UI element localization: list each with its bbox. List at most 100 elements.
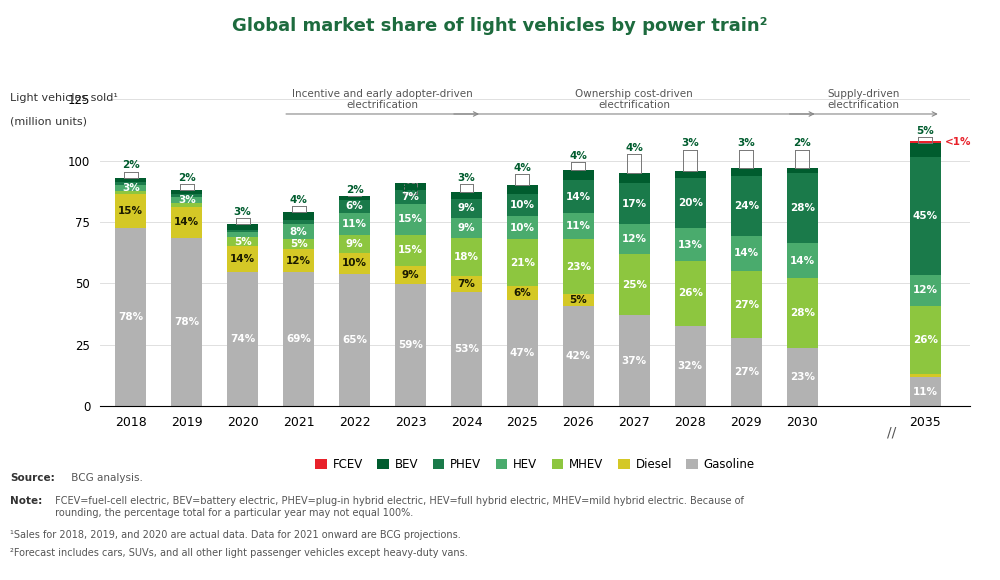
Bar: [227, 246, 258, 271]
Bar: [451, 192, 482, 199]
Bar: [339, 274, 370, 406]
Bar: [675, 229, 706, 261]
Bar: [507, 185, 538, 194]
Bar: [507, 287, 538, 300]
Bar: [619, 183, 650, 224]
Text: 7%: 7%: [402, 192, 419, 202]
Text: 14%: 14%: [230, 254, 255, 264]
Bar: [731, 271, 762, 338]
Text: 4%: 4%: [625, 143, 643, 153]
Bar: [563, 240, 594, 294]
Text: 3%: 3%: [402, 183, 419, 193]
Text: 7%: 7%: [458, 279, 475, 289]
Bar: [910, 275, 941, 306]
Text: 6%: 6%: [514, 288, 531, 298]
Bar: [171, 194, 202, 197]
Bar: [227, 237, 258, 246]
Bar: [619, 315, 650, 406]
Bar: [731, 338, 762, 406]
Text: Note:: Note:: [10, 496, 42, 506]
Bar: [115, 194, 146, 228]
Text: 78%: 78%: [174, 317, 199, 327]
Bar: [283, 224, 314, 240]
Bar: [507, 300, 538, 406]
Bar: [910, 375, 941, 377]
Bar: [227, 224, 258, 230]
Bar: [283, 212, 314, 220]
Text: 6%: 6%: [346, 201, 363, 211]
Bar: [115, 228, 146, 406]
Bar: [339, 200, 370, 212]
Bar: [619, 173, 650, 183]
Text: 4%: 4%: [569, 151, 587, 161]
Text: 74%: 74%: [230, 334, 255, 344]
Text: 4%: 4%: [513, 163, 531, 173]
Text: Light vehicles sold¹: Light vehicles sold¹: [10, 93, 118, 103]
Text: 20%: 20%: [678, 198, 703, 208]
Text: 32%: 32%: [678, 361, 703, 371]
Text: 15%: 15%: [118, 206, 143, 216]
Text: 14%: 14%: [734, 248, 759, 258]
Bar: [619, 224, 650, 254]
Text: 78%: 78%: [118, 312, 143, 322]
Text: 23%: 23%: [566, 262, 591, 272]
Text: 5%: 5%: [234, 237, 252, 246]
Text: Supply-driven
electrification: Supply-driven electrification: [828, 89, 900, 110]
Text: Incentive and early adopter-driven
electrification: Incentive and early adopter-driven elect…: [292, 89, 473, 110]
Text: 2%: 2%: [793, 139, 811, 148]
Bar: [910, 306, 941, 375]
Bar: [910, 143, 941, 157]
Text: 69%: 69%: [286, 334, 311, 344]
Bar: [787, 243, 818, 278]
Bar: [283, 249, 314, 272]
Bar: [451, 277, 482, 292]
Bar: [115, 178, 146, 182]
Text: 15%: 15%: [398, 245, 423, 255]
Bar: [171, 197, 202, 203]
Text: 14%: 14%: [174, 218, 199, 227]
Text: 2%: 2%: [122, 161, 140, 171]
Bar: [283, 272, 314, 406]
Text: 13%: 13%: [678, 240, 703, 249]
Bar: [283, 220, 314, 224]
Bar: [451, 199, 482, 218]
Text: 12%: 12%: [286, 256, 311, 266]
Text: 17%: 17%: [622, 198, 647, 209]
Bar: [787, 349, 818, 406]
Text: 3%: 3%: [681, 139, 699, 148]
Legend: FCEV, BEV, PHEV, HEV, MHEV, Diesel, Gasoline: FCEV, BEV, PHEV, HEV, MHEV, Diesel, Gaso…: [310, 454, 760, 476]
Text: 14%: 14%: [790, 256, 815, 266]
Text: FCEV=fuel-cell electric, BEV=battery electric, PHEV=plug-in hybrid electric, HEV: FCEV=fuel-cell electric, BEV=battery ele…: [52, 496, 744, 517]
Text: 59%: 59%: [398, 340, 423, 350]
Text: ²Forecast includes cars, SUVs, and all other light passenger vehicles except hea: ²Forecast includes cars, SUVs, and all o…: [10, 548, 468, 558]
Bar: [675, 171, 706, 178]
Text: 11%: 11%: [342, 219, 367, 229]
Text: 26%: 26%: [678, 288, 703, 298]
Bar: [227, 231, 258, 237]
Text: 2%: 2%: [178, 173, 196, 183]
Text: <1%: <1%: [945, 137, 972, 147]
Bar: [507, 239, 538, 287]
Text: 26%: 26%: [913, 335, 938, 345]
Text: 5%: 5%: [916, 126, 934, 136]
Bar: [171, 190, 202, 194]
Text: 18%: 18%: [454, 252, 479, 262]
Bar: [395, 284, 426, 406]
Bar: [675, 326, 706, 406]
Text: 3%: 3%: [122, 183, 140, 193]
Text: 5%: 5%: [569, 295, 587, 305]
Text: 10%: 10%: [342, 259, 367, 269]
Text: 11%: 11%: [566, 222, 591, 231]
Text: Global market share of light vehicles by power train²: Global market share of light vehicles by…: [232, 17, 768, 35]
Text: 3%: 3%: [737, 139, 755, 148]
Bar: [171, 203, 202, 207]
Text: 12%: 12%: [913, 285, 938, 295]
Text: 3%: 3%: [458, 173, 475, 183]
Text: 9%: 9%: [402, 270, 419, 280]
Text: 53%: 53%: [454, 344, 479, 354]
Text: 25%: 25%: [622, 280, 647, 289]
Text: Ownership cost-driven
electrification: Ownership cost-driven electrification: [575, 89, 693, 110]
Bar: [451, 218, 482, 238]
Bar: [731, 236, 762, 271]
Text: 21%: 21%: [510, 258, 535, 267]
